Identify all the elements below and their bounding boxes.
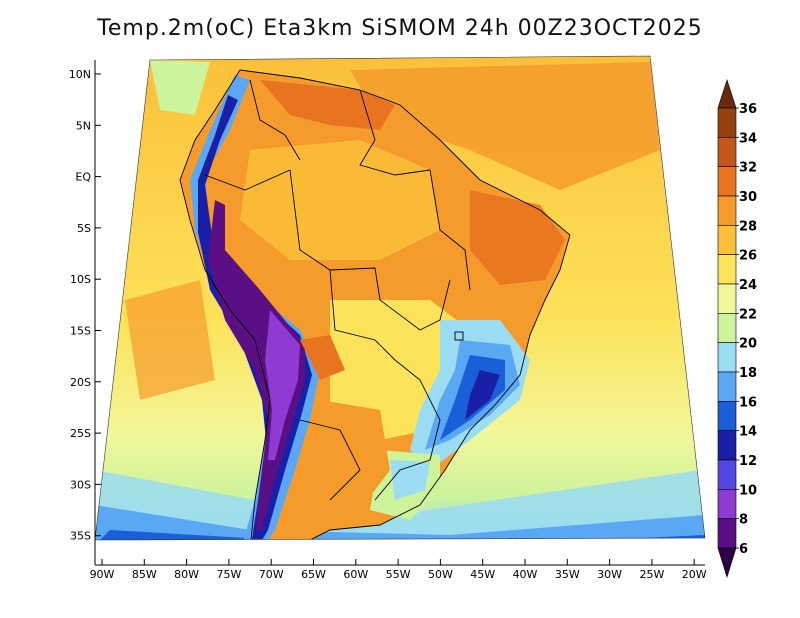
- colorbar-label: 12: [739, 454, 757, 469]
- temperature-colorbar: 36 34 32 30 28 26 24 22 20 18 16 14 12 10 8 6: [717, 79, 757, 579]
- longitude-axis: 90W 85W 80W 75W 70W 65W 60W 55W 50W 45W 40W 35W 30W 2…: [90, 559, 707, 581]
- longitude-tick-label: 85W: [132, 568, 157, 581]
- colorbar-swatch: [717, 489, 737, 519]
- country-borders: [179, 69, 571, 540]
- latitude-tick-label: 35S: [70, 530, 91, 543]
- longitude-tick-label: 35W: [555, 568, 580, 581]
- latitude-tick-label: 25S: [70, 427, 91, 440]
- longitude-tick-label: 55W: [386, 568, 411, 581]
- longitude-tick-label: 50W: [428, 568, 453, 581]
- colorbar-label: 10: [739, 483, 757, 498]
- longitude-tick-label: 25W: [639, 568, 664, 581]
- colorbar-swatch: [717, 430, 737, 461]
- colorbar-label: 18: [739, 366, 757, 381]
- colorbar-swatch: [717, 371, 737, 402]
- longitude-tick-label: 20W: [682, 568, 707, 581]
- colorbar-label: 30: [739, 190, 757, 205]
- colorbar-max-arrow: [717, 79, 737, 109]
- colorbar-label: 14: [739, 425, 757, 440]
- longitude-tick-label: 70W: [259, 568, 284, 581]
- colorbar-swatch: [717, 225, 737, 255]
- colorbar-swatch: [717, 166, 737, 197]
- map-title: Temp.2m(oC) Eta3km SiSMOM 24h 00Z23OCT20…: [97, 16, 703, 41]
- colorbar-label: 8: [739, 513, 748, 528]
- longitude-tick-label: 80W: [174, 568, 199, 581]
- colorbar-label: 36: [739, 102, 757, 117]
- colorbar-swatch: [717, 283, 737, 314]
- longitude-tick-label: 40W: [513, 568, 538, 581]
- colorbar-label: 6: [739, 542, 748, 557]
- colorbar-swatch: [717, 107, 737, 138]
- longitude-tick-label: 90W: [90, 568, 115, 581]
- latitude-axis: 10N 5N EQ 5S 10S 15S 20S 25S 30S 35S: [69, 68, 101, 543]
- colorbar-swatch: [717, 254, 737, 285]
- latitude-tick-label: 10N: [69, 68, 91, 81]
- latitude-tick-label: 10S: [70, 273, 91, 286]
- colorbar-label: 22: [739, 307, 757, 322]
- colorbar-label: 28: [739, 219, 757, 234]
- colorbar-label: 16: [739, 395, 757, 410]
- latitude-tick-label: 20S: [70, 376, 91, 389]
- longitude-tick-label: 30W: [597, 568, 622, 581]
- colorbar-label: 24: [739, 278, 757, 293]
- colorbar-swatch: [717, 401, 737, 431]
- longitude-tick-label: 75W: [216, 568, 241, 581]
- latitude-tick-label: EQ: [75, 171, 91, 184]
- colorbar-swatch: [717, 313, 737, 343]
- latitude-tick-label: 15S: [70, 325, 91, 338]
- colorbar-swatch: [717, 137, 737, 167]
- map-domain-frame: [94, 55, 706, 541]
- latitude-tick-label: 5N: [76, 119, 91, 132]
- colorbar-swatch: [717, 459, 737, 490]
- colorbar-label: 26: [739, 249, 757, 264]
- colorbar-swatch: [717, 518, 737, 549]
- colorbar-label: 32: [739, 161, 757, 176]
- latitude-tick-label: 30S: [70, 478, 91, 491]
- colorbar-label: 20: [739, 337, 757, 352]
- latitude-tick-label: 5S: [77, 222, 91, 235]
- colorbar-swatch: [717, 342, 737, 373]
- colorbar-label: 34: [739, 131, 757, 146]
- colorbar-min-arrow: [717, 547, 737, 579]
- temperature-field: [95, 56, 705, 540]
- longitude-tick-label: 60W: [343, 568, 368, 581]
- longitude-tick-label: 45W: [470, 568, 495, 581]
- longitude-tick-label: 65W: [301, 568, 326, 581]
- colorbar-swatch: [717, 195, 737, 226]
